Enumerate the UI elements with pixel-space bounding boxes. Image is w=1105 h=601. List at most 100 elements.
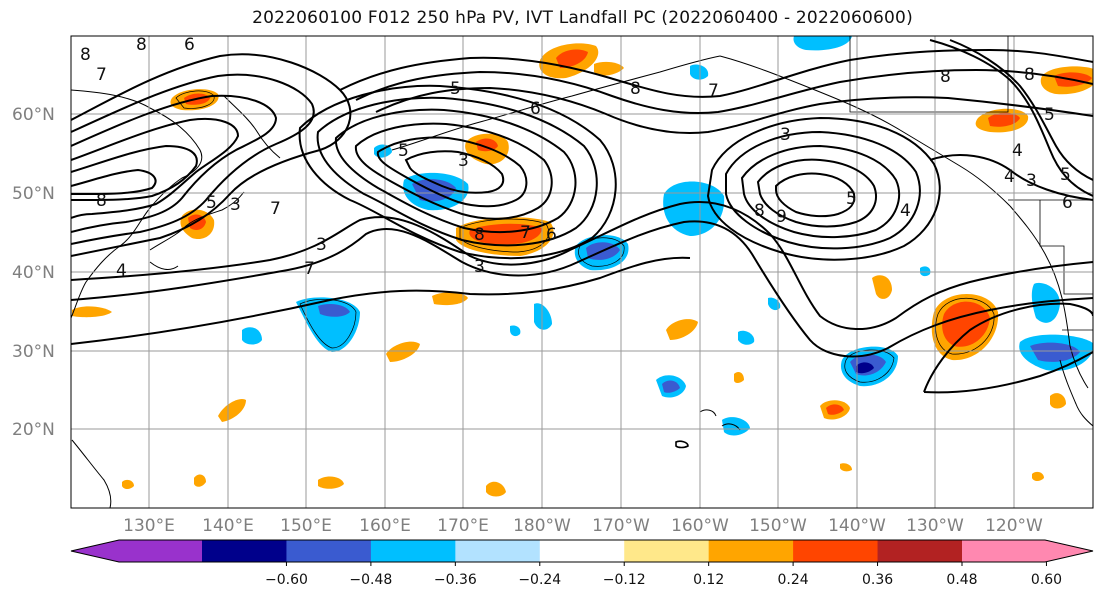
pv-contour — [339, 48, 1093, 98]
colorbar-tick-label: −0.48 — [349, 572, 392, 588]
contour-label: 8 — [96, 191, 107, 211]
pv-contour — [404, 150, 505, 194]
pv-contour — [71, 256, 691, 345]
lat-label: 40°N — [12, 263, 55, 283]
contour-label: 5 — [206, 193, 217, 213]
positive-anomaly-blob — [666, 319, 698, 340]
contour-label: 3 — [474, 257, 485, 277]
contour-label: 4 — [900, 201, 911, 221]
contour-labels: 8 8 6 7 8 5 6 5 8 7 4 3 8 7 6 3 3 7 3 3 — [80, 35, 1073, 281]
colorbar-tick-label: 0.12 — [693, 572, 724, 588]
negative-anomaly-blob — [296, 297, 360, 352]
lon-label: 130°E — [123, 516, 175, 536]
contour-label: 4 — [1012, 141, 1023, 161]
positive-anomaly-blob — [931, 294, 999, 361]
positive-anomaly-blob — [456, 217, 554, 256]
lon-label: 130°W — [906, 516, 964, 536]
lat-label: 30°N — [12, 342, 55, 362]
pv-contour — [71, 201, 1093, 330]
lat-label: 60°N — [12, 105, 55, 125]
lon-label: 150°W — [749, 516, 807, 536]
contour-label: 7 — [520, 223, 531, 243]
contour-label: 4 — [1004, 167, 1015, 187]
contour-label: 8 — [474, 225, 485, 245]
latitude-labels: 60°N 50°N 40°N 30°N 20°N — [12, 105, 55, 440]
contour-label: 4 — [116, 261, 127, 281]
pv-contour — [725, 130, 921, 250]
contour-label: 8 — [136, 35, 147, 55]
pv-contour — [929, 154, 1093, 201]
lon-label: 180°W — [513, 516, 571, 536]
pv-contour — [71, 144, 198, 201]
contour-label: 8 — [1024, 65, 1035, 85]
contour-label: 7 — [270, 199, 281, 219]
contour-label: 6 — [530, 99, 541, 119]
positive-anomaly-blob — [975, 108, 1029, 133]
colorbar-bin — [624, 540, 710, 562]
positive-anomaly-blob — [386, 341, 420, 362]
lon-label: 170°W — [592, 516, 650, 536]
negative-anomaly-blob — [1019, 282, 1093, 371]
colorbar-tick-label: 0.36 — [862, 572, 893, 588]
colorbar-bin — [286, 540, 372, 562]
colorbar-bin — [877, 540, 963, 562]
pv-contour — [775, 172, 856, 218]
lon-label: 140°E — [202, 516, 254, 536]
colorbar-tick-label: 0.60 — [1031, 572, 1062, 588]
contour-label: 8 — [630, 79, 641, 99]
colorbar-tick-label: −0.24 — [518, 572, 561, 588]
coastline-aleutians — [391, 55, 721, 151]
lon-label: 140°W — [828, 516, 886, 536]
colorbar-segments — [71, 540, 1093, 562]
colorbar-tick-label: −0.12 — [603, 572, 646, 588]
figure-title: 2022060100 F012 250 hPa PV, IVT Landfall… — [252, 8, 913, 28]
contour-label: 3 — [230, 195, 241, 215]
colorbar-tick-label: 0.24 — [778, 572, 809, 588]
map-panel: 8 8 6 7 8 5 6 5 8 7 4 3 8 7 6 3 3 7 3 3 — [70, 35, 1094, 509]
contour-label: 7 — [96, 65, 107, 85]
contour-label: 5 — [398, 141, 409, 161]
colorbar-tick-label: 0.48 — [946, 572, 977, 588]
pv-contour — [923, 302, 1093, 394]
colorbar-bin — [202, 540, 287, 562]
pv-contour — [71, 118, 240, 219]
contour-label: 5 — [846, 189, 857, 209]
positive-anomaly-blob — [218, 398, 246, 422]
contour-label: 7 — [708, 81, 719, 101]
lon-label: 160°W — [671, 516, 729, 536]
positive-anomaly-blob — [539, 43, 624, 79]
pv-contour — [316, 96, 598, 247]
contour-label: 3 — [780, 125, 791, 145]
colorbar-bin — [708, 540, 794, 562]
positive-anomaly-blob — [872, 275, 892, 299]
lat-label: 50°N — [12, 184, 55, 204]
pv-contour — [71, 94, 278, 233]
pv-contour — [756, 158, 877, 228]
pv-contour — [929, 39, 1093, 197]
negative-anomaly-blob — [793, 36, 852, 51]
contour-label: 7 — [304, 259, 315, 279]
colorbar-tick-label: −0.36 — [434, 572, 477, 588]
positive-anomaly-blob — [820, 400, 850, 420]
positive-anomaly-blob — [432, 292, 468, 306]
contour-label: 5 — [1044, 105, 1055, 125]
contour-label: 3 — [316, 235, 327, 255]
contour-label: 3 — [458, 151, 469, 171]
coastline-asia — [71, 89, 203, 319]
colorbar-bin — [455, 540, 541, 562]
colorbar-bin — [370, 540, 456, 562]
positive-anomaly-blob — [1040, 66, 1093, 95]
pv-contour — [334, 108, 577, 234]
pv-contour — [71, 168, 157, 195]
contour-label: 5 — [1060, 165, 1071, 185]
contour-label: 5 — [450, 79, 461, 99]
border-us-states — [1039, 200, 1093, 295]
positive-anomaly-blob — [486, 481, 506, 497]
colorbar-tick-label: −0.60 — [265, 572, 308, 588]
pv-contour — [71, 53, 352, 257]
colorbar-bin — [539, 540, 625, 562]
colorbar-ticks: −0.60 −0.48 −0.36 −0.24 −0.12 0.12 0.24 0.36 0.4… — [265, 562, 1062, 588]
lon-label: 150°E — [280, 516, 332, 536]
gridlines — [71, 36, 1093, 508]
coastline-philippines — [71, 439, 112, 508]
